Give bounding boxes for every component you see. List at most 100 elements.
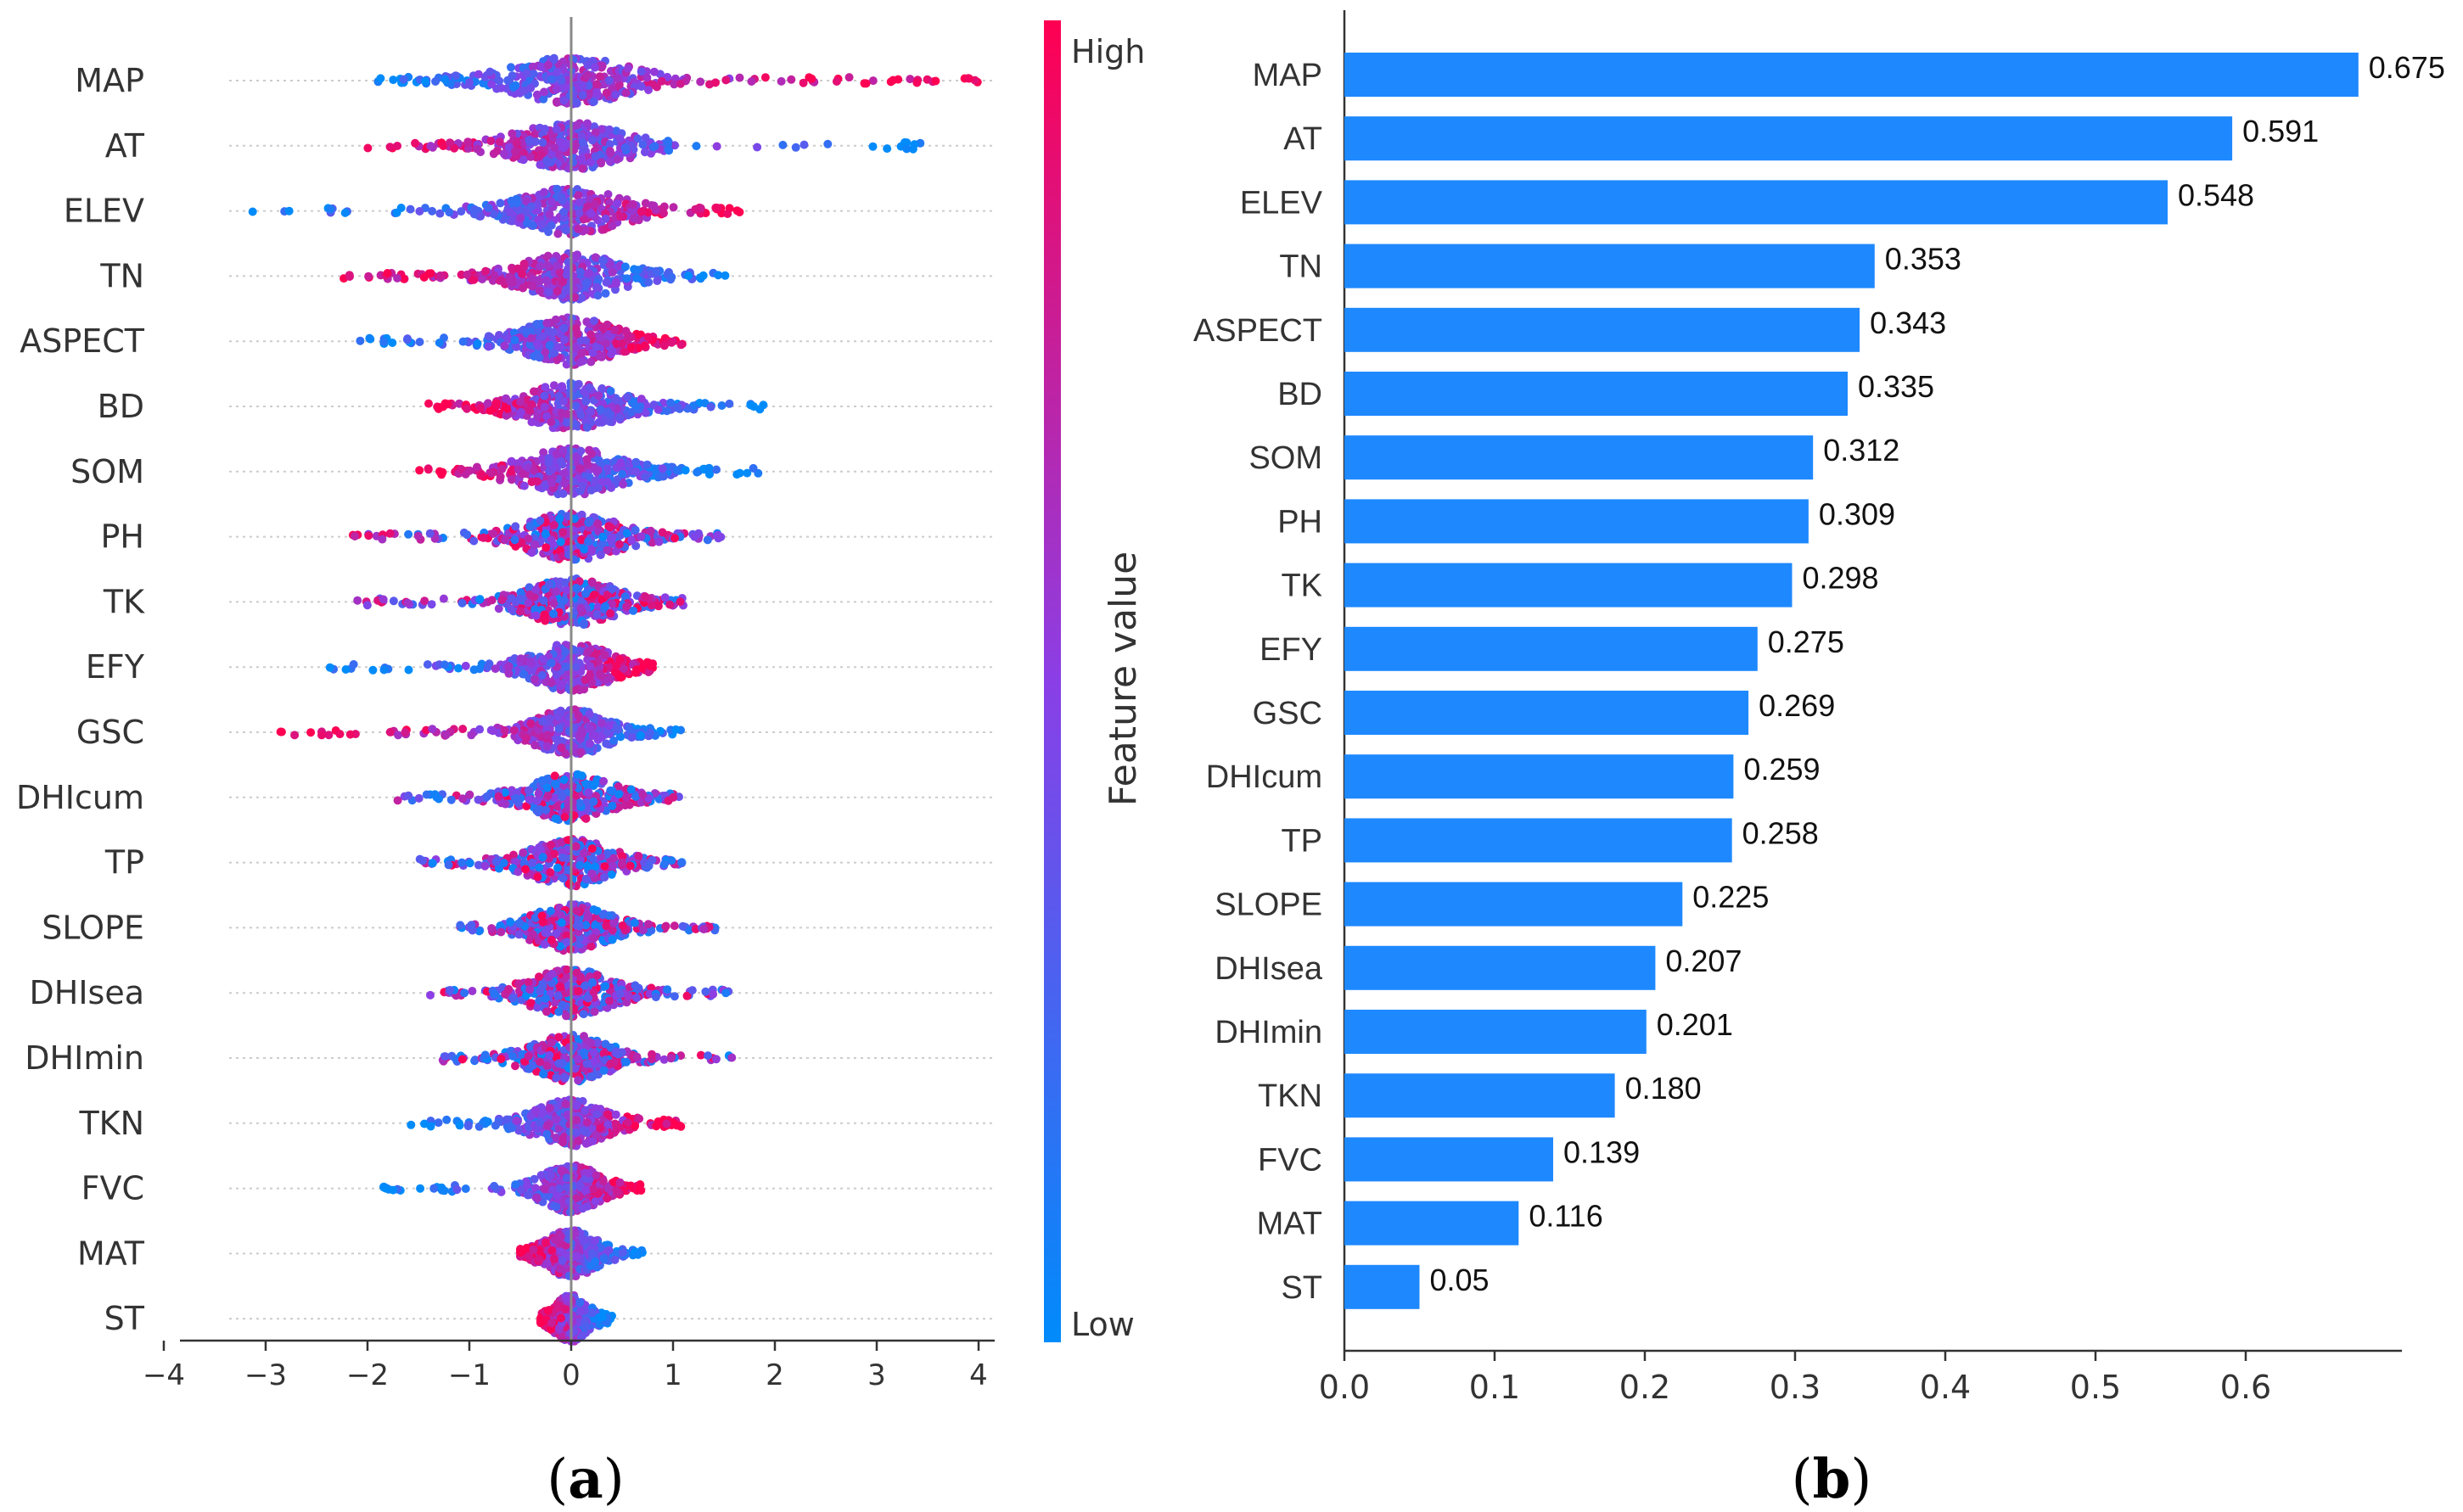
- shap-point: [608, 533, 617, 542]
- feature-label: ELEV: [64, 193, 144, 230]
- shap-point: [508, 216, 516, 226]
- shap-point: [508, 129, 517, 138]
- shap-point: [575, 209, 584, 218]
- shap-point: [536, 261, 545, 271]
- shap-point: [643, 333, 653, 342]
- shap-point: [540, 610, 549, 619]
- shap-point: [500, 341, 509, 350]
- shap-point: [543, 791, 553, 800]
- shap-point: [547, 479, 557, 487]
- shap-point: [684, 272, 693, 280]
- shap-point: [552, 587, 561, 596]
- shap-point: [621, 327, 631, 336]
- shap-point: [396, 204, 406, 212]
- feature-label: BD: [98, 388, 144, 425]
- shap-point: [539, 596, 548, 605]
- shap-point: [534, 789, 543, 798]
- shap-point: [590, 63, 599, 72]
- shap-point: [669, 792, 678, 802]
- shap-point: [526, 84, 536, 92]
- shap-point: [558, 445, 568, 455]
- shap-point: [673, 466, 682, 475]
- shap-point: [644, 86, 653, 94]
- shap-point: [543, 260, 553, 270]
- shap-point: [608, 221, 617, 231]
- shap-point: [519, 481, 529, 490]
- shap-point: [457, 598, 467, 608]
- shap-point: [553, 229, 563, 238]
- shap-point: [364, 531, 373, 540]
- shap-point: [787, 75, 796, 84]
- shap-point: [562, 662, 571, 671]
- shap-point: [596, 405, 605, 414]
- shap-point: [558, 596, 568, 606]
- shap-point: [593, 466, 603, 475]
- shap-point: [508, 71, 517, 81]
- shap-point: [539, 94, 548, 104]
- shap-point: [910, 140, 919, 149]
- shap-point: [526, 719, 536, 728]
- shap-point: [690, 532, 699, 541]
- shap-point: [598, 61, 607, 70]
- shap-point: [496, 472, 505, 481]
- shap-point: [562, 226, 571, 235]
- shap-point: [525, 522, 535, 531]
- shap-point: [606, 386, 615, 395]
- shap-point: [712, 142, 721, 151]
- shap-point: [592, 609, 602, 619]
- shap-point: [415, 207, 424, 216]
- shap-point: [654, 537, 664, 546]
- shap-point: [598, 125, 606, 134]
- shap-point: [581, 225, 590, 234]
- shap-point: [631, 467, 641, 476]
- shap-point: [601, 602, 610, 611]
- shap-point: [502, 394, 511, 403]
- shap-point: [558, 489, 568, 498]
- shap-point: [657, 76, 666, 86]
- shap-point: [419, 272, 429, 282]
- shap-point: [603, 464, 612, 473]
- shap-point: [598, 532, 608, 541]
- shap-point: [551, 780, 560, 788]
- shap-point: [699, 271, 708, 280]
- shap-point: [403, 598, 412, 608]
- shap-point: [861, 79, 871, 88]
- feature-label: EFY: [86, 648, 145, 686]
- shap-point: [581, 397, 591, 406]
- shap-point: [541, 276, 551, 285]
- shap-point: [461, 661, 470, 670]
- shap-point: [440, 75, 450, 84]
- shap-point: [525, 795, 534, 804]
- shap-point: [559, 776, 569, 784]
- shap-point: [620, 664, 629, 674]
- shap-point: [620, 143, 630, 152]
- shap-point: [597, 671, 606, 680]
- shap-point: [506, 207, 514, 216]
- shap-point: [670, 80, 679, 89]
- shap-point: [665, 146, 674, 155]
- feature-label: TP: [104, 844, 144, 882]
- shap-point: [868, 76, 878, 86]
- shap-point: [528, 858, 537, 867]
- shap-point: [552, 85, 561, 94]
- shap-point: [469, 275, 479, 284]
- shap-point: [583, 70, 592, 80]
- shap-point: [559, 207, 569, 216]
- shap-point: [494, 792, 503, 801]
- shap-point: [516, 397, 525, 406]
- shap-point: [516, 407, 525, 417]
- feature-label: ASPECT: [20, 322, 145, 360]
- shap-point: [963, 74, 973, 83]
- shap-point: [545, 580, 554, 589]
- shap-point: [527, 548, 536, 557]
- shap-points: [248, 53, 982, 1346]
- shap-point: [575, 267, 585, 277]
- shap-point: [735, 208, 744, 216]
- shap-point: [465, 78, 474, 87]
- shap-point: [579, 620, 588, 630]
- shap-point: [524, 535, 533, 543]
- shap-point: [463, 404, 472, 413]
- shap-point: [623, 393, 632, 401]
- shap-point: [499, 149, 508, 159]
- shap-point: [571, 842, 581, 851]
